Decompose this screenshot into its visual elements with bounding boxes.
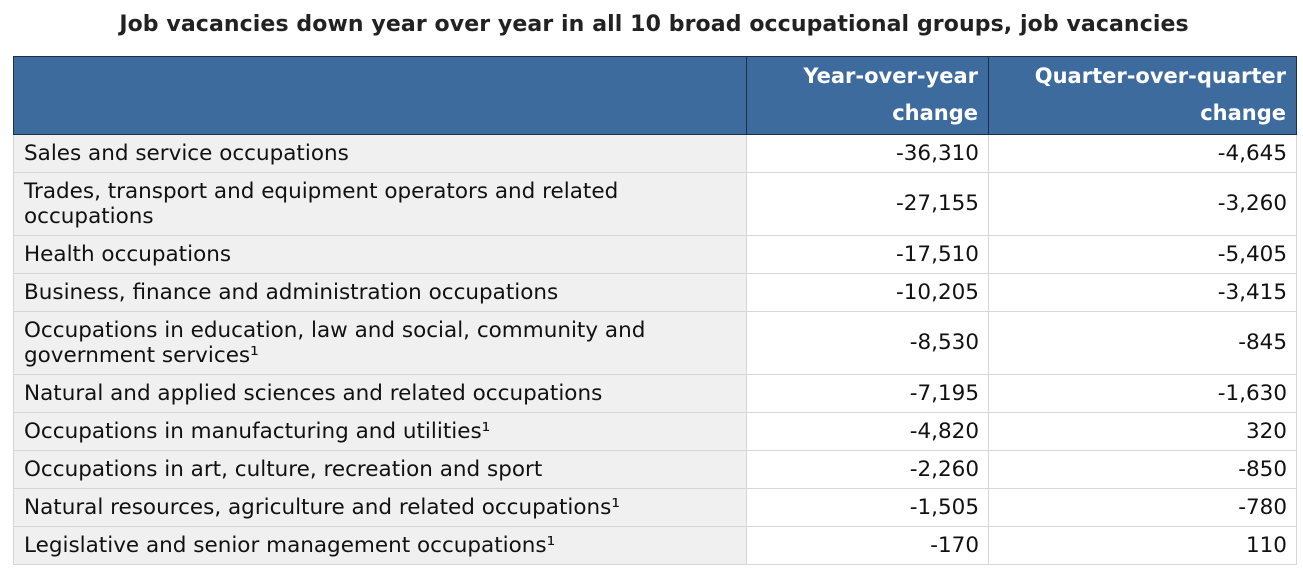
yoy-value: -17,510 bbox=[746, 235, 989, 274]
table-row: Legislative and senior management occupa… bbox=[13, 526, 1297, 565]
table-row: Trades, transport and equipment operator… bbox=[13, 172, 1297, 236]
row-label: Occupations in education, law and social… bbox=[13, 311, 747, 375]
qoq-value: -3,260 bbox=[988, 172, 1297, 236]
yoy-value: -27,155 bbox=[746, 172, 989, 236]
row-label: Natural resources, agriculture and relat… bbox=[13, 488, 747, 527]
qoq-value: -5,405 bbox=[988, 235, 1297, 274]
row-label: Occupations in manufacturing and utiliti… bbox=[13, 412, 747, 451]
row-label: Business, finance and administration occ… bbox=[13, 273, 747, 312]
yoy-value: -7,195 bbox=[746, 374, 989, 413]
header-year-over-year: Year-over-year change bbox=[746, 56, 989, 135]
table-row: Occupations in education, law and social… bbox=[13, 311, 1297, 375]
yoy-value: -36,310 bbox=[746, 134, 989, 173]
qoq-value: -1,630 bbox=[988, 374, 1297, 413]
row-label: Occupations in art, culture, recreation … bbox=[13, 450, 747, 489]
qoq-value: 110 bbox=[988, 526, 1297, 565]
qoq-value: -780 bbox=[988, 488, 1297, 527]
yoy-value: -1,505 bbox=[746, 488, 989, 527]
qoq-value: -850 bbox=[988, 450, 1297, 489]
row-label: Trades, transport and equipment operator… bbox=[13, 172, 747, 236]
table-title: Job vacancies down year over year in all… bbox=[119, 12, 1189, 37]
header-quarter-over-quarter: Quarter-over-quarter change bbox=[988, 56, 1297, 135]
row-label: Legislative and senior management occupa… bbox=[13, 526, 747, 565]
header-label-cell bbox=[13, 56, 747, 135]
row-label: Natural and applied sciences and related… bbox=[13, 374, 747, 413]
qoq-value: -4,645 bbox=[988, 134, 1297, 173]
table-row: Occupations in art, culture, recreation … bbox=[13, 450, 1297, 489]
occupation-vacancy-table: Year-over-year change Quarter-over-quart… bbox=[13, 56, 1297, 565]
table-row: Sales and service occupations -36,310 -4… bbox=[13, 134, 1297, 173]
header-row: Year-over-year change Quarter-over-quart… bbox=[13, 56, 1297, 135]
yoy-value: -2,260 bbox=[746, 450, 989, 489]
table-row: Occupations in manufacturing and utiliti… bbox=[13, 412, 1297, 451]
table-row: Business, finance and administration occ… bbox=[13, 273, 1297, 312]
yoy-value: -8,530 bbox=[746, 311, 989, 375]
qoq-value: -845 bbox=[988, 311, 1297, 375]
qoq-value: 320 bbox=[988, 412, 1297, 451]
table-row: Natural resources, agriculture and relat… bbox=[13, 488, 1297, 527]
qoq-value: -3,415 bbox=[988, 273, 1297, 312]
row-label: Health occupations bbox=[13, 235, 747, 274]
yoy-value: -10,205 bbox=[746, 273, 989, 312]
table-row: Natural and applied sciences and related… bbox=[13, 374, 1297, 413]
yoy-value: -170 bbox=[746, 526, 989, 565]
yoy-value: -4,820 bbox=[746, 412, 989, 451]
table-row: Health occupations -17,510 -5,405 bbox=[13, 235, 1297, 274]
row-label: Sales and service occupations bbox=[13, 134, 747, 173]
